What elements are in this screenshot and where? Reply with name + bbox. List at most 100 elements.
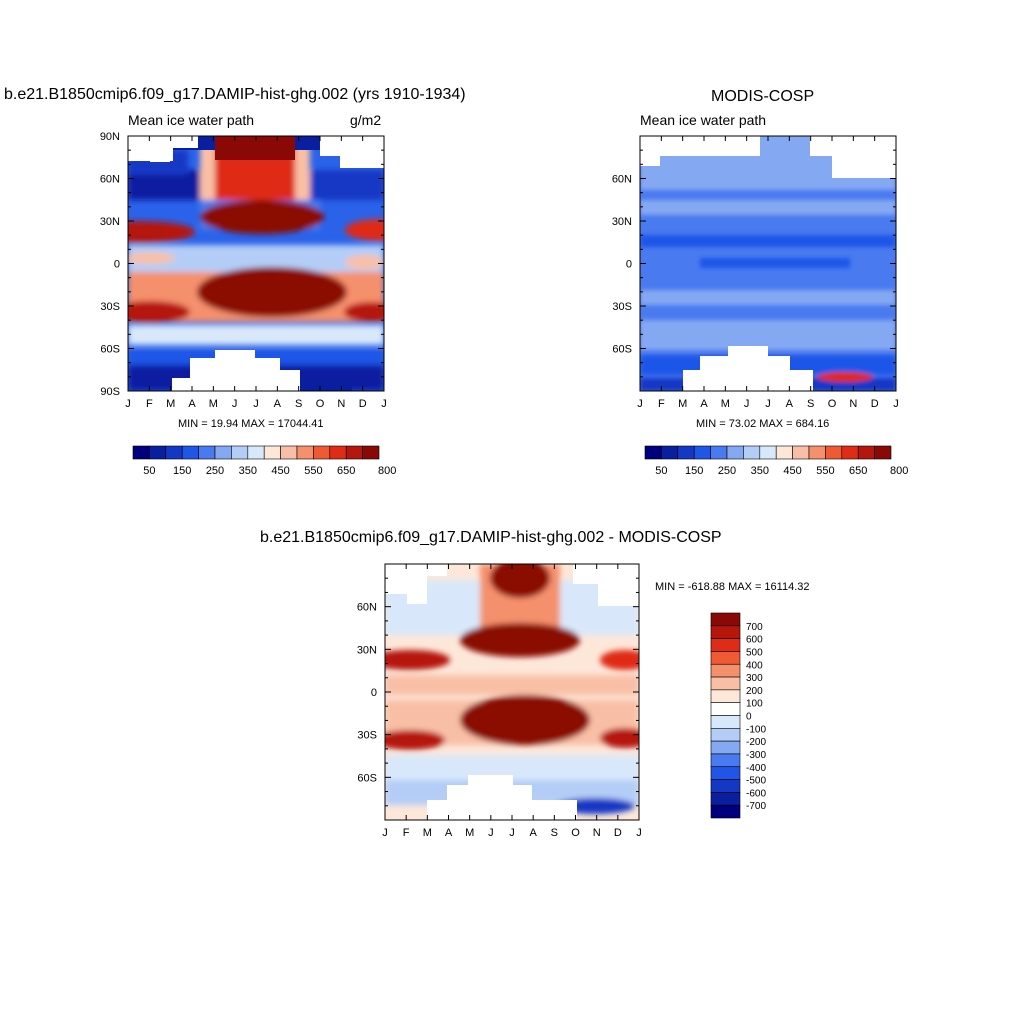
y-tick-label: 60S	[100, 344, 120, 356]
y-tick-label: 60S	[612, 344, 632, 356]
y-tick-label: 60S	[357, 772, 377, 784]
y-tick-label: 60N	[100, 174, 120, 186]
colorbar-label: 450	[783, 465, 801, 477]
colorbar-swatch	[775, 445, 793, 460]
colorbar-label: 50	[143, 465, 155, 477]
x-tick-label: J	[253, 398, 259, 410]
colorbar-swatch	[710, 702, 741, 716]
x-tick-label: O	[571, 827, 580, 839]
colorbar-label: 550	[816, 465, 834, 477]
panel1-plot: J F M A M J J A S O N D J 90S 60S 30S 0 30N 60N 90N	[100, 131, 387, 410]
x-tick-label: O	[828, 398, 837, 410]
colorbar-swatch	[345, 445, 363, 460]
colorbar-swatch	[280, 445, 298, 460]
y-tick-label: 30N	[357, 644, 377, 656]
x-tick-label: M	[678, 398, 687, 410]
colorbar-swatch	[710, 663, 741, 678]
colorbar-label: 600	[746, 635, 763, 646]
x-tick-label: S	[295, 398, 302, 410]
colorbar-label: 550	[304, 465, 322, 477]
colorbar-swatch	[214, 445, 232, 460]
y-tick-label: 30S	[612, 301, 632, 313]
colorbar-swatch	[710, 676, 741, 691]
colorbar-swatch	[677, 445, 695, 460]
colorbar-label: 650	[849, 465, 867, 477]
colorbar-swatch	[198, 445, 216, 460]
x-tick-label: J	[382, 827, 388, 839]
colorbar-swatch	[743, 445, 761, 460]
x-tick-label: A	[786, 398, 794, 410]
x-tick-label: J	[381, 398, 387, 410]
panel2-title: MODIS-COSP	[711, 88, 815, 105]
x-tick-label: D	[359, 398, 367, 410]
y-tick-label: 30N	[100, 216, 120, 228]
y-tick-label: 30N	[612, 216, 632, 228]
colorbar-label: 700	[746, 622, 763, 633]
colorbar-swatch	[296, 445, 314, 460]
x-tick-label: N	[849, 398, 857, 410]
colorbar-label: 800	[378, 465, 396, 477]
panel2-colorbar: 50 150 250 350 450 550 650 800	[644, 445, 908, 477]
x-tick-label: D	[614, 827, 622, 839]
colorbar-swatch	[792, 445, 810, 460]
y-tick-label: 0	[371, 687, 377, 699]
colorbar-label: 350	[751, 465, 769, 477]
colorbar-label: 500	[746, 647, 763, 658]
colorbar-label: 150	[173, 465, 191, 477]
panel1-colorbar: 50 150 250 350 450 550 650 800	[132, 445, 396, 477]
colorbar-swatch	[726, 445, 744, 460]
x-tick-label: J	[636, 827, 642, 839]
x-tick-label: F	[403, 827, 410, 839]
colorbar-swatch	[710, 715, 741, 729]
colorbar-swatch	[710, 779, 741, 793]
colorbar-label: 0	[746, 712, 752, 723]
colorbar-swatch	[710, 740, 741, 755]
y-tick-label: 30S	[100, 301, 120, 313]
colorbar-swatch	[841, 445, 859, 460]
x-tick-label: S	[551, 827, 558, 839]
x-tick-label: J	[232, 398, 238, 410]
x-tick-label: J	[125, 398, 131, 410]
colorbar-swatch	[181, 445, 199, 460]
colorbar-label: -500	[746, 776, 766, 787]
panel3-minmax: MIN = -618.88 MAX = 16114.32	[655, 581, 810, 593]
colorbar-label: 450	[271, 465, 289, 477]
x-tick-label: F	[658, 398, 665, 410]
y-tick-label: 90N	[100, 131, 120, 143]
panel1-minmax: MIN = 19.94 MAX = 17044.41	[178, 418, 324, 430]
panel2-ticks: J F M A M J J A S O N D J 60S 30S 0 30N 60N	[612, 136, 899, 410]
x-tick-label: A	[529, 827, 537, 839]
colorbar-swatch	[693, 445, 711, 460]
colorbar-swatch	[759, 445, 777, 460]
colorbar-label: 350	[239, 465, 257, 477]
x-tick-label: J	[509, 827, 515, 839]
colorbar-swatch	[165, 445, 183, 460]
colorbar-label: 300	[746, 673, 763, 684]
colorbar-swatch	[710, 445, 728, 460]
x-tick-label: M	[209, 398, 218, 410]
y-tick-label: 0	[114, 259, 120, 271]
colorbar-swatch	[362, 445, 380, 460]
x-tick-label: A	[188, 398, 196, 410]
x-tick-label: J	[744, 398, 750, 410]
x-tick-label: J	[765, 398, 771, 410]
x-tick-label: M	[423, 827, 432, 839]
colorbar-label: -400	[746, 763, 766, 774]
x-tick-label: S	[807, 398, 814, 410]
colorbar-label: 800	[890, 465, 908, 477]
y-tick-label: 30S	[357, 730, 377, 742]
y-tick-label: 0	[626, 259, 632, 271]
colorbar-label: 50	[655, 465, 667, 477]
y-tick-label: 90S	[100, 386, 120, 398]
x-tick-label: A	[700, 398, 708, 410]
colorbar-label: 400	[746, 660, 763, 671]
colorbar-swatch	[329, 445, 347, 460]
colorbar-swatch	[132, 445, 150, 460]
colorbar-swatch	[149, 445, 167, 460]
y-tick-label: 60N	[357, 602, 377, 614]
colorbar-swatch	[874, 445, 892, 460]
x-tick-label: N	[593, 827, 601, 839]
